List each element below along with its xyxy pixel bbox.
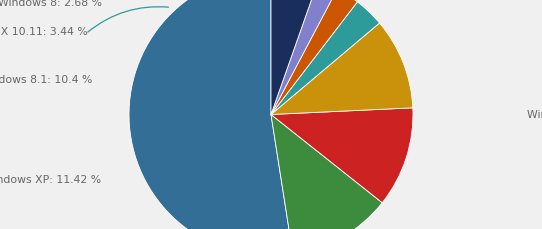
Wedge shape [271,23,413,115]
Wedge shape [271,108,413,203]
Text: Windows XP: 11.42 %: Windows XP: 11.42 % [0,175,101,185]
Wedge shape [271,0,318,114]
Wedge shape [271,0,337,114]
Text: Windows 8.1: 10.4 %: Windows 8.1: 10.4 % [0,75,92,85]
Text: Mac OS X 10.11: 3.44 %: Mac OS X 10.11: 3.44 % [0,27,88,37]
Wedge shape [271,0,357,114]
Wedge shape [129,0,293,229]
Wedge shape [271,2,379,114]
Text: Windows 8: 2.68 %: Windows 8: 2.68 % [0,0,101,8]
Wedge shape [271,114,382,229]
Text: Windows 7: 52.47 %: Windows 7: 52.47 % [526,109,542,120]
